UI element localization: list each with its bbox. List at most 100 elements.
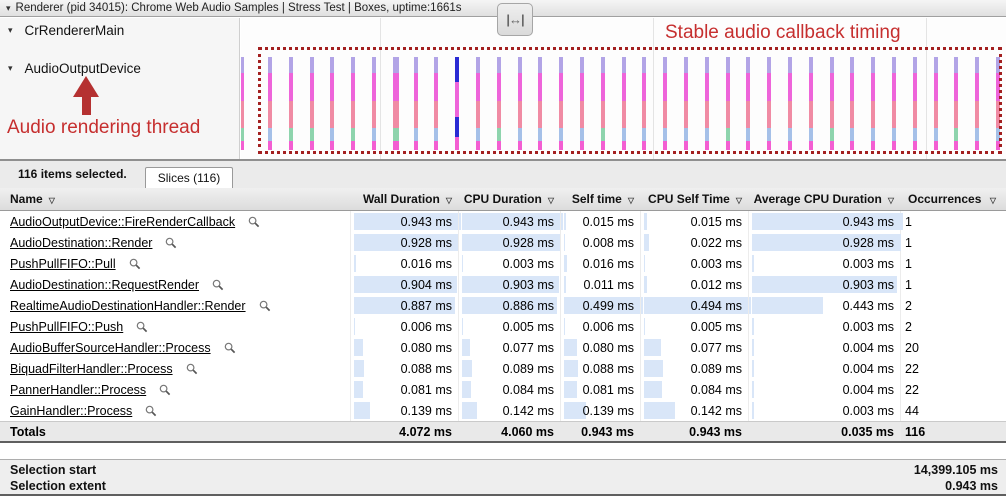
thread-row-audiooutputdevice[interactable]: ▾ AudioOutputDevice [0, 58, 239, 78]
collapse-triangle-icon[interactable]: ▾ [8, 24, 13, 35]
audio-slice-bar[interactable] [393, 57, 399, 150]
value-bar [462, 339, 471, 356]
magnifier-icon[interactable] [186, 363, 198, 375]
audio-slice-bar[interactable] [601, 57, 605, 150]
audio-slice-bar[interactable] [934, 57, 938, 150]
table-row[interactable]: BiquadFilterHandler::Process 0.088 ms 0.… [0, 358, 1006, 379]
audio-slice-bar[interactable] [975, 57, 979, 150]
audio-slice-bar[interactable] [892, 57, 896, 150]
tab-slices[interactable]: Slices (116) [145, 167, 233, 188]
average-cpu-duration-cell: 0.903 ms [748, 274, 900, 295]
slice-name-link[interactable]: GainHandler::Process [10, 403, 133, 418]
magnifier-icon[interactable] [159, 384, 171, 396]
header-cpu-self-time[interactable]: CPU Self Time ▽ [640, 188, 748, 210]
audio-slice-bar[interactable] [434, 57, 438, 150]
magnifier-icon[interactable] [259, 300, 271, 312]
header-name[interactable]: Name ▽ [0, 188, 350, 210]
magnifier-icon[interactable] [165, 237, 177, 249]
audio-slice-bar[interactable] [476, 57, 480, 150]
header-wall-duration[interactable]: Wall Duration ▽ [350, 188, 458, 210]
slice-name-link[interactable]: AudioBufferSourceHandler::Process [10, 340, 211, 355]
audio-slice-bar[interactable] [414, 57, 418, 150]
magnifier-icon[interactable] [145, 405, 157, 417]
audio-slice-bar[interactable] [809, 57, 813, 150]
occurrences-cell: 1 [900, 253, 1006, 274]
table-row[interactable]: AudioDestination::RequestRender 0.904 ms… [0, 274, 1006, 295]
audio-slice-bar[interactable] [684, 57, 688, 150]
value-bar [462, 381, 471, 398]
average-cpu-duration-cell: 0.004 ms [748, 379, 900, 400]
table-row[interactable]: RealtimeAudioDestinationHandler::Render … [0, 295, 1006, 316]
audio-slice-bar[interactable] [351, 57, 355, 150]
collapse-triangle-icon[interactable]: ▾ [8, 62, 13, 73]
value-bar [354, 234, 460, 251]
slice-track[interactable]: Stable audio callback timing [241, 18, 1006, 159]
audio-slice-bar[interactable] [954, 57, 958, 150]
audio-slice-bar[interactable] [830, 57, 834, 150]
thread-row-crrenderermain[interactable]: ▾ CrRendererMain [0, 20, 239, 40]
slice-name-link[interactable]: RealtimeAudioDestinationHandler::Render [10, 298, 246, 313]
magnifier-icon[interactable] [248, 216, 260, 228]
value-bar [354, 276, 457, 293]
audio-slice-bar[interactable] [913, 57, 917, 150]
collapse-triangle-icon[interactable]: ▾ [6, 2, 11, 13]
audio-slice-bar[interactable] [497, 57, 501, 150]
slice-name-link[interactable]: AudioOutputDevice::FireRenderCallback [10, 214, 236, 229]
magnifier-icon[interactable] [136, 321, 148, 333]
audio-slice-bar[interactable] [518, 57, 522, 150]
wall-duration-cell: 0.887 ms [350, 295, 458, 316]
cpu-duration-cell: 0.903 ms [458, 274, 560, 295]
slice-name-link[interactable]: PushPullFIFO::Pull [10, 256, 116, 271]
average-cpu-duration-cell: 0.003 ms [748, 253, 900, 274]
cpu-self-time-cell: 0.077 ms [640, 337, 748, 358]
resize-handle-icon[interactable]: |↔| [497, 3, 533, 36]
audio-slice-bar[interactable] [788, 57, 792, 150]
audio-slice-bar[interactable] [538, 57, 542, 150]
selection-count-label: 116 items selected. [18, 167, 127, 181]
audio-slice-bar[interactable] [241, 57, 244, 150]
magnifier-icon[interactable] [212, 279, 224, 291]
audio-slice-bar[interactable] [559, 57, 563, 150]
audio-slice-bar[interactable] [268, 57, 272, 150]
selection-extent-value: 0.943 ms [945, 479, 998, 493]
table-row[interactable]: AudioOutputDevice::FireRenderCallback 0.… [0, 211, 1006, 232]
audio-slice-bar[interactable] [580, 57, 584, 150]
audio-slice-bar[interactable] [726, 57, 730, 150]
totals-cpu: 4.060 ms [501, 424, 554, 439]
audio-slice-bar[interactable] [289, 57, 293, 150]
header-self-time[interactable]: Self time ▽ [560, 188, 640, 210]
table-row[interactable]: AudioBufferSourceHandler::Process 0.080 … [0, 337, 1006, 358]
occurrences-cell: 44 [900, 400, 1006, 421]
horizontal-splitter[interactable] [0, 159, 1006, 161]
slice-name-link[interactable]: PushPullFIFO::Push [10, 319, 124, 334]
audio-slice-bar[interactable] [622, 57, 626, 150]
audio-slice-bar[interactable] [372, 57, 376, 150]
slice-name-link[interactable]: AudioDestination::RequestRender [10, 277, 200, 292]
audio-slice-bar[interactable] [663, 57, 667, 150]
slice-name-link[interactable]: PannerHandler::Process [10, 382, 147, 397]
audio-slice-bar[interactable] [871, 57, 875, 150]
cpu-duration-cell: 0.084 ms [458, 379, 560, 400]
value-bar [564, 213, 567, 230]
header-average-cpu-duration[interactable]: Average CPU Duration ▽ [748, 188, 900, 210]
table-row[interactable]: GainHandler::Process 0.139 ms 0.142 ms 0… [0, 400, 1006, 421]
table-row[interactable]: PannerHandler::Process 0.081 ms 0.084 ms… [0, 379, 1006, 400]
audio-slice-bar[interactable] [455, 57, 459, 150]
audio-slice-bar[interactable] [310, 57, 314, 150]
audio-slice-bar[interactable] [767, 57, 771, 150]
slice-name-link[interactable]: AudioDestination::Render [10, 235, 153, 250]
header-cpu-duration[interactable]: CPU Duration ▽ [458, 188, 560, 210]
table-row[interactable]: PushPullFIFO::Pull 0.016 ms 0.003 ms 0.0… [0, 253, 1006, 274]
magnifier-icon[interactable] [224, 342, 236, 354]
audio-slice-bar[interactable] [642, 57, 646, 150]
audio-slice-bar[interactable] [330, 57, 334, 150]
audio-slice-bar[interactable] [746, 57, 750, 150]
table-row[interactable]: AudioDestination::Render 0.928 ms 0.928 … [0, 232, 1006, 253]
audio-slice-bar[interactable] [996, 57, 1000, 150]
audio-slice-bar[interactable] [850, 57, 854, 150]
magnifier-icon[interactable] [129, 258, 141, 270]
audio-slice-bar[interactable] [705, 57, 709, 150]
slice-name-link[interactable]: BiquadFilterHandler::Process [10, 361, 173, 376]
table-row[interactable]: PushPullFIFO::Push 0.006 ms 0.005 ms 0.0… [0, 316, 1006, 337]
header-occurrences[interactable]: Occurrences ▽ [900, 188, 1006, 210]
